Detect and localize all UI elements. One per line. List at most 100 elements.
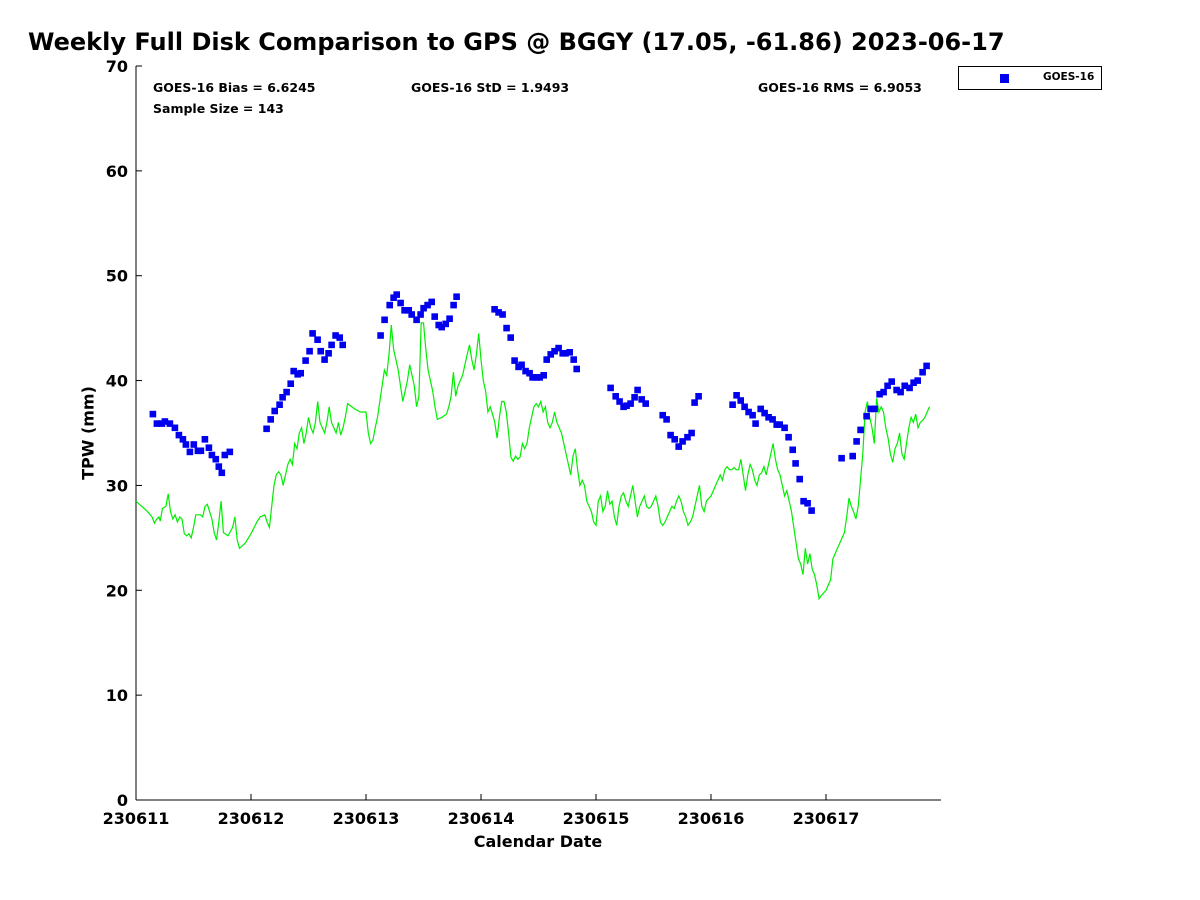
goes-marker <box>522 367 529 375</box>
goes-marker <box>405 307 412 314</box>
goes-marker <box>161 418 169 425</box>
goes-marker <box>876 390 883 398</box>
goes-marker <box>309 330 316 337</box>
goes-marker <box>849 452 856 460</box>
goes-marker <box>271 407 278 415</box>
y-tick-label: 50 <box>106 267 128 286</box>
goes-marker <box>495 309 502 316</box>
goes-marker <box>808 507 815 514</box>
goes-marker <box>781 424 788 432</box>
goes-marker <box>377 332 384 339</box>
goes-marker <box>761 409 768 417</box>
goes-marker <box>804 500 811 507</box>
x-tick-label: 230611 <box>103 809 170 828</box>
y-tick-label: 70 <box>106 57 128 76</box>
goes-marker <box>306 347 313 355</box>
goes-marker <box>757 405 764 413</box>
goes-marker <box>446 315 453 322</box>
goes-marker <box>737 397 744 404</box>
goes-marker <box>838 454 845 462</box>
goes-marker <box>438 323 445 331</box>
goes-marker <box>317 347 324 355</box>
goes-marker <box>276 401 283 408</box>
goes-marker <box>417 311 424 318</box>
goes-marker <box>623 402 630 409</box>
rms-stat: GOES-16 RMS = 6.9053 <box>758 80 922 95</box>
goes-marker <box>442 320 449 328</box>
x-tick-label: 230614 <box>448 809 515 828</box>
goes-marker <box>424 301 431 309</box>
goes-marker <box>675 443 682 450</box>
chart-title: Weekly Full Disk Comparison to GPS @ BGG… <box>28 28 1005 56</box>
goes-marker <box>631 394 638 401</box>
y-tick-label: 0 <box>117 791 128 810</box>
goes-marker <box>540 372 547 379</box>
goes-marker <box>893 386 900 394</box>
goes-marker <box>393 291 400 298</box>
goes-marker <box>863 412 870 420</box>
goes-marker <box>328 341 335 349</box>
gps-line <box>135 322 931 601</box>
goes-marker <box>287 380 294 387</box>
goes-marker <box>491 306 498 313</box>
goes-marker <box>573 365 580 373</box>
goes-marker <box>555 344 562 352</box>
goes-marker <box>880 388 887 396</box>
x-tick-label: 230617 <box>793 809 860 828</box>
goes-marker <box>906 384 913 392</box>
sample-size-stat: Sample Size = 143 <box>153 101 284 116</box>
goes-marker <box>428 298 435 306</box>
y-tick-label: 20 <box>106 581 128 600</box>
goes-marker <box>208 451 216 459</box>
goes-marker <box>529 374 536 381</box>
axes: 0 10 20 30 40 50 60 70 230611 230612 230613 230614 2… <box>103 57 941 828</box>
goes-marker <box>221 451 229 459</box>
goes-marker <box>536 374 543 381</box>
goes-marker <box>518 361 525 369</box>
goes-marker <box>511 357 518 364</box>
goes-marker <box>381 316 388 324</box>
goes-marker <box>752 420 759 427</box>
goes-marker <box>667 431 674 439</box>
goes-marker <box>684 433 691 441</box>
bias-stat: GOES-16 Bias = 6.6245 <box>153 80 316 95</box>
goes-marker <box>290 367 297 375</box>
goes-marker <box>566 349 573 356</box>
goes-marker <box>179 436 187 443</box>
goes-marker <box>182 441 190 448</box>
goes-marker <box>201 436 209 443</box>
goes-marker <box>570 356 577 363</box>
goes-marker <box>607 384 614 392</box>
goes-marker <box>884 382 891 390</box>
goes-marker <box>785 433 792 441</box>
goes-marker <box>507 334 514 341</box>
goes-marker <box>297 369 304 377</box>
goes-series <box>149 291 930 514</box>
goes-marker <box>749 411 756 419</box>
goes-marker <box>627 400 634 407</box>
goes-marker <box>745 408 752 416</box>
goes-marker <box>853 438 860 445</box>
y-tick-label: 10 <box>106 686 128 705</box>
goes-marker <box>408 311 415 318</box>
goes-marker <box>450 301 457 309</box>
goes-marker <box>897 388 904 396</box>
y-tick-label: 40 <box>106 372 128 391</box>
goes-marker <box>263 425 270 433</box>
goes-marker <box>279 394 286 401</box>
goes-marker <box>186 448 194 456</box>
goes-marker <box>339 341 346 349</box>
goes-marker <box>413 316 420 324</box>
goes-marker <box>914 377 921 384</box>
goes-marker <box>332 332 339 339</box>
goes-marker <box>325 350 332 357</box>
goes-marker <box>499 311 506 318</box>
goes-marker <box>226 448 234 456</box>
x-tick-label: 230616 <box>678 809 745 828</box>
goes-marker <box>776 421 783 428</box>
x-tick-label: 230615 <box>563 809 630 828</box>
goes-marker <box>769 416 776 423</box>
y-tick-label: 60 <box>106 162 128 181</box>
goes-marker <box>283 388 290 396</box>
goes-marker <box>401 307 408 314</box>
